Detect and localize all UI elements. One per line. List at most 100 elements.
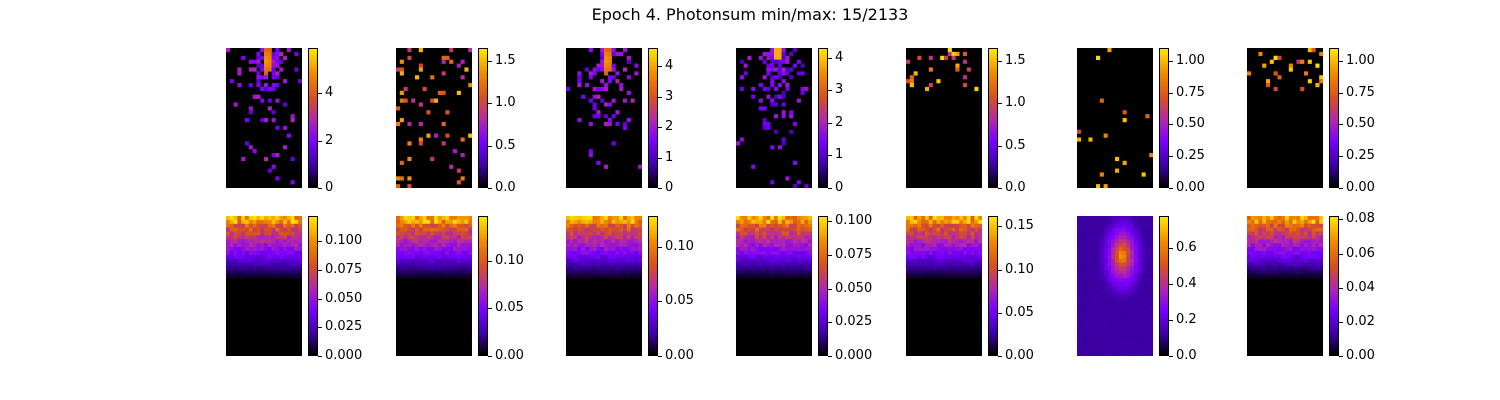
heatmap-cell xyxy=(286,216,291,221)
heatmap-cell xyxy=(468,48,472,53)
heatmap-cell xyxy=(607,274,612,279)
heatmap-cell xyxy=(226,247,231,252)
heatmap-cell xyxy=(638,223,642,228)
heatmap-cell xyxy=(913,219,918,225)
heatmap-cell xyxy=(739,243,744,248)
heatmap-cell xyxy=(267,270,272,275)
heatmap-cell xyxy=(396,67,401,72)
heatmap-cell xyxy=(1126,324,1131,330)
heatmap-cell xyxy=(970,258,975,263)
heatmap-cell xyxy=(630,258,635,263)
heatmap-cell xyxy=(1099,258,1104,263)
colorbar-tick xyxy=(828,289,832,290)
heatmap-cell xyxy=(399,67,404,72)
heatmap-cell xyxy=(766,235,771,240)
heatmap-cell xyxy=(955,51,960,57)
heatmap-cell xyxy=(1281,254,1286,260)
heatmap-cell xyxy=(396,219,401,225)
heatmap-cell xyxy=(777,71,782,76)
colorbar-tick-label: 0.00 xyxy=(1005,348,1034,363)
heatmap-cell xyxy=(252,216,257,221)
heatmap-cell xyxy=(569,219,574,225)
heatmap-cell xyxy=(1122,251,1127,256)
heatmap-cell xyxy=(1111,344,1116,349)
heatmap-cell xyxy=(403,270,408,275)
heatmap-cell xyxy=(925,270,930,275)
heatmap-cell xyxy=(1266,247,1271,252)
heatmap-cell xyxy=(411,98,416,103)
heatmap-cell xyxy=(766,254,771,260)
heatmap-cell xyxy=(430,243,435,248)
heatmap-cell xyxy=(1307,266,1312,271)
heatmap-cell xyxy=(600,227,605,232)
heatmap-cell xyxy=(1250,258,1255,263)
heatmap-cell xyxy=(453,231,458,236)
heatmap-cell xyxy=(1122,309,1127,314)
heatmap-cell xyxy=(1304,254,1309,260)
colorbar xyxy=(308,216,318,356)
heatmap-cell xyxy=(453,219,458,225)
heatmap-cell xyxy=(623,239,628,244)
heatmap-cell xyxy=(1130,317,1135,322)
heatmap-cell xyxy=(1130,352,1135,356)
heatmap-cell xyxy=(1084,262,1089,267)
heatmap-cell xyxy=(736,243,741,248)
heatmap-cell xyxy=(260,258,265,263)
heatmap-cell xyxy=(1258,266,1263,271)
colorbar-tick xyxy=(1169,320,1173,321)
heatmap-cell xyxy=(1099,348,1104,353)
heatmap-cell xyxy=(588,227,593,232)
heatmap-cell xyxy=(1111,223,1116,228)
heatmap-cell xyxy=(290,243,295,248)
heatmap-cell xyxy=(1311,274,1316,279)
heatmap-cell xyxy=(758,266,763,271)
heatmap-cell xyxy=(978,262,982,267)
heatmap-cell xyxy=(789,227,794,232)
heatmap-cell xyxy=(577,223,582,228)
heatmap-cell xyxy=(743,231,748,236)
heatmap-cell xyxy=(940,223,945,228)
heatmap-cell xyxy=(264,156,269,162)
heatmap-canvas xyxy=(1247,48,1323,92)
heatmap-cell xyxy=(928,239,933,244)
heatmap-cell xyxy=(1080,266,1085,271)
heatmap-cell xyxy=(963,75,968,80)
heatmap-canvas xyxy=(906,48,979,92)
colorbar-tick-label: 0.75 xyxy=(1346,85,1375,100)
heatmap-cell xyxy=(1145,344,1150,349)
heatmap-cell xyxy=(1266,243,1271,248)
heatmap-cell xyxy=(615,251,620,256)
heatmap-cell xyxy=(1126,313,1131,318)
heatmap-cell xyxy=(947,251,952,256)
heatmap-cell xyxy=(1285,219,1290,225)
heatmap-cell xyxy=(294,219,299,225)
heatmap-cell xyxy=(925,216,930,221)
heatmap-cell xyxy=(1262,254,1267,260)
heatmap-cell xyxy=(751,254,756,260)
heatmap-cell xyxy=(770,223,775,228)
heatmap-cell xyxy=(1134,286,1139,291)
heatmap-cell xyxy=(1304,71,1309,76)
heatmap-cell xyxy=(766,71,771,76)
heatmap-cell xyxy=(739,86,744,92)
heatmap-cell xyxy=(1118,336,1123,341)
heatmap-cell xyxy=(1077,227,1082,232)
heatmap-cell xyxy=(789,262,794,267)
heatmap-cell xyxy=(573,216,578,221)
heatmap-cell xyxy=(781,235,786,240)
heatmap-cell xyxy=(468,133,472,138)
heatmap-cell xyxy=(978,223,982,228)
heatmap-cell xyxy=(766,125,771,130)
heatmap-cell xyxy=(766,63,771,68)
heatmap-cell xyxy=(566,254,571,260)
heatmap-cell xyxy=(1266,83,1271,88)
heatmap-cell xyxy=(1103,216,1108,221)
heatmap-cell xyxy=(604,274,609,279)
heatmap-cell xyxy=(407,274,412,279)
heatmap-cell xyxy=(290,239,295,244)
heatmap-panel xyxy=(566,216,642,356)
heatmap-cell xyxy=(396,227,401,232)
heatmap-cell xyxy=(747,219,752,225)
heatmap-cell xyxy=(1088,262,1093,267)
heatmap-cell xyxy=(592,223,597,228)
